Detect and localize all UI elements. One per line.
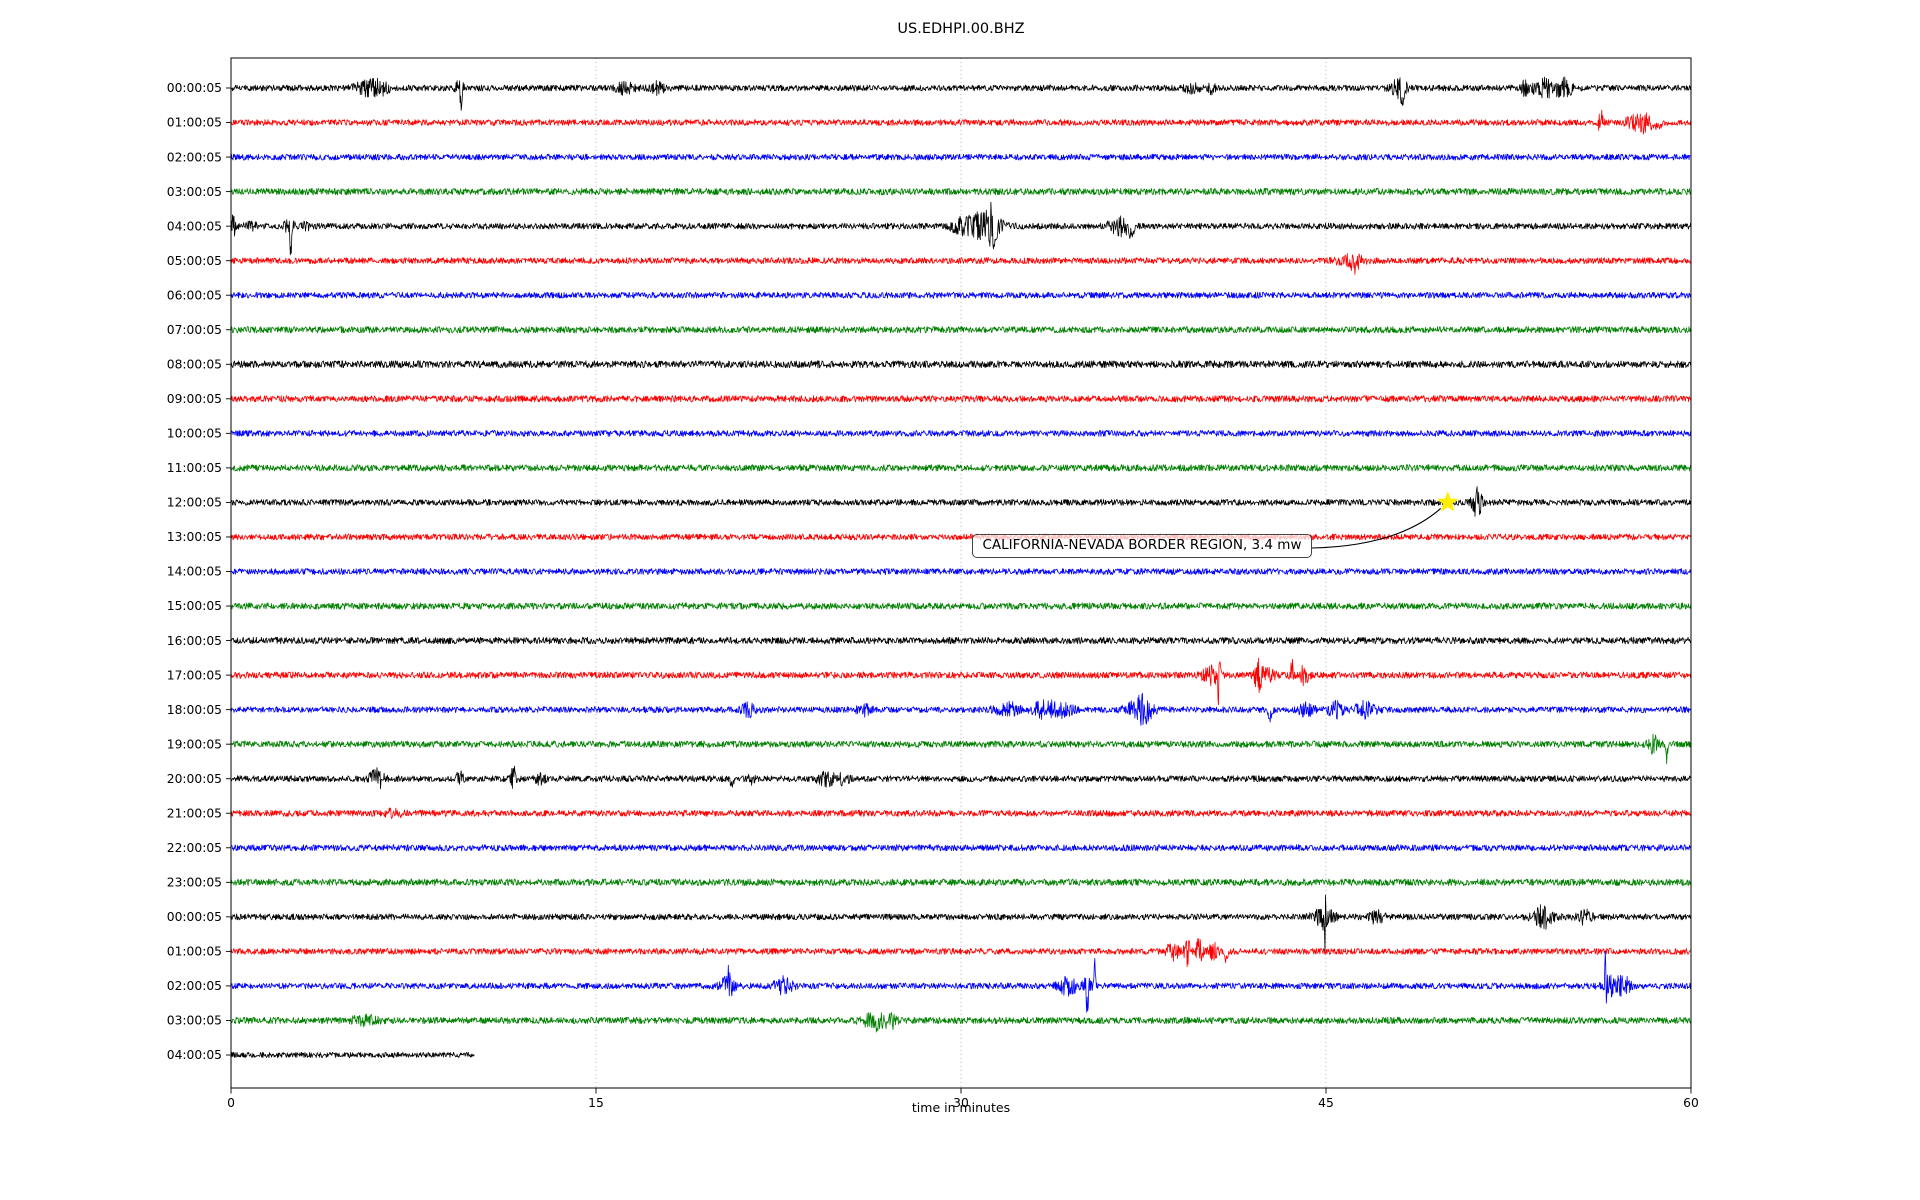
event-annotation: CALIFORNIA-NEVADA BORDER REGION, 3.4 mw [972, 534, 1312, 558]
y-tick-label-24: 00:00:05 [167, 910, 222, 924]
x-tick-label-0: 0 [227, 1096, 235, 1110]
trace-row-12-12:00:05 [230, 486, 1692, 517]
y-tick-label-9: 09:00:05 [167, 392, 222, 406]
trace-row-6-06:00:05 [230, 291, 1692, 299]
trace-row-23-23:00:05 [230, 878, 1692, 886]
trace-row-9-09:00:05 [230, 395, 1692, 403]
trace-row-27-03:00:05 [230, 1012, 1692, 1033]
trace-row-17-17:00:05 [230, 657, 1692, 706]
trace-row-28-04:00:05 [230, 1051, 475, 1059]
trace-row-11-11:00:05 [230, 464, 1692, 472]
y-tick-label-20: 20:00:05 [167, 772, 222, 786]
trace-row-1-01:00:05 [230, 109, 1692, 135]
y-tick-label-4: 04:00:05 [167, 219, 222, 233]
trace-row-5-05:00:05 [230, 253, 1692, 275]
y-tick-label-28: 04:00:05 [167, 1048, 222, 1062]
trace-row-3-03:00:05 [230, 187, 1692, 196]
y-tick-label-22: 22:00:05 [167, 841, 222, 855]
trace-row-7-07:00:05 [230, 326, 1692, 334]
trace-row-21-21:00:05 [230, 807, 1692, 819]
y-tick-label-5: 05:00:05 [167, 254, 222, 268]
y-tick-label-8: 08:00:05 [167, 357, 222, 371]
trace-row-13-13:00:05 [230, 533, 1692, 541]
y-tick-label-10: 10:00:05 [167, 427, 222, 441]
trace-row-8-08:00:05 [230, 360, 1692, 369]
y-tick-label-2: 02:00:05 [167, 150, 222, 164]
y-tick-label-19: 19:00:05 [167, 737, 222, 751]
y-tick-label-23: 23:00:05 [167, 876, 222, 890]
y-tick-label-12: 12:00:05 [167, 496, 222, 510]
x-tick-label-30: 30 [953, 1096, 969, 1110]
trace-row-16-16:00:05 [230, 636, 1692, 645]
y-tick-label-7: 07:00:05 [167, 323, 222, 337]
y-tick-label-13: 13:00:05 [167, 530, 222, 544]
y-tick-label-14: 14:00:05 [167, 565, 222, 579]
event-star-marker [1437, 491, 1458, 511]
y-tick-label-6: 06:00:05 [167, 288, 222, 302]
trace-row-25-01:00:05 [230, 938, 1692, 968]
trace-row-24-00:00:05 [230, 894, 1692, 953]
trace-row-18-18:00:05 [230, 693, 1692, 726]
x-tick-label-45: 45 [1318, 1096, 1334, 1110]
y-tick-label-17: 17:00:05 [167, 668, 222, 682]
x-tick-label-15: 15 [588, 1096, 604, 1110]
x-tick-label-60: 60 [1683, 1096, 1699, 1110]
plot-title: US.EDHPI.00.BHZ [897, 21, 1025, 37]
y-tick-label-3: 03:00:05 [167, 185, 222, 199]
y-tick-label-15: 15:00:05 [167, 599, 222, 613]
trace-row-20-20:00:05 [230, 765, 1692, 790]
trace-row-22-22:00:05 [230, 844, 1692, 852]
annotation-arrow [1311, 507, 1442, 549]
trace-row-0-00:00:05 [230, 76, 1692, 111]
y-tick-label-27: 03:00:05 [167, 1014, 222, 1028]
x-axis-label: time in minutes [911, 1100, 1011, 1115]
y-tick-label-16: 16:00:05 [167, 634, 222, 648]
trace-row-26-02:00:05 [230, 950, 1692, 1013]
y-tick-label-0: 00:00:05 [167, 81, 222, 95]
trace-row-14-14:00:05 [230, 568, 1692, 575]
y-tick-label-11: 11:00:05 [167, 461, 222, 475]
y-tick-label-18: 18:00:05 [167, 703, 222, 717]
trace-row-10-10:00:05 [230, 429, 1692, 437]
trace-row-19-19:00:05 [230, 733, 1692, 765]
y-tick-label-21: 21:00:05 [167, 806, 222, 820]
trace-row-2-02:00:05 [230, 153, 1691, 161]
trace-row-4-04:00:05 [230, 201, 1692, 256]
y-tick-label-25: 01:00:05 [167, 945, 222, 959]
y-tick-label-26: 02:00:05 [167, 979, 222, 993]
trace-row-15-15:00:05 [230, 602, 1692, 610]
y-tick-label-1: 01:00:05 [167, 116, 222, 130]
event-annotation-text: CALIFORNIA-NEVADA BORDER REGION, 3.4 mw [982, 537, 1302, 553]
